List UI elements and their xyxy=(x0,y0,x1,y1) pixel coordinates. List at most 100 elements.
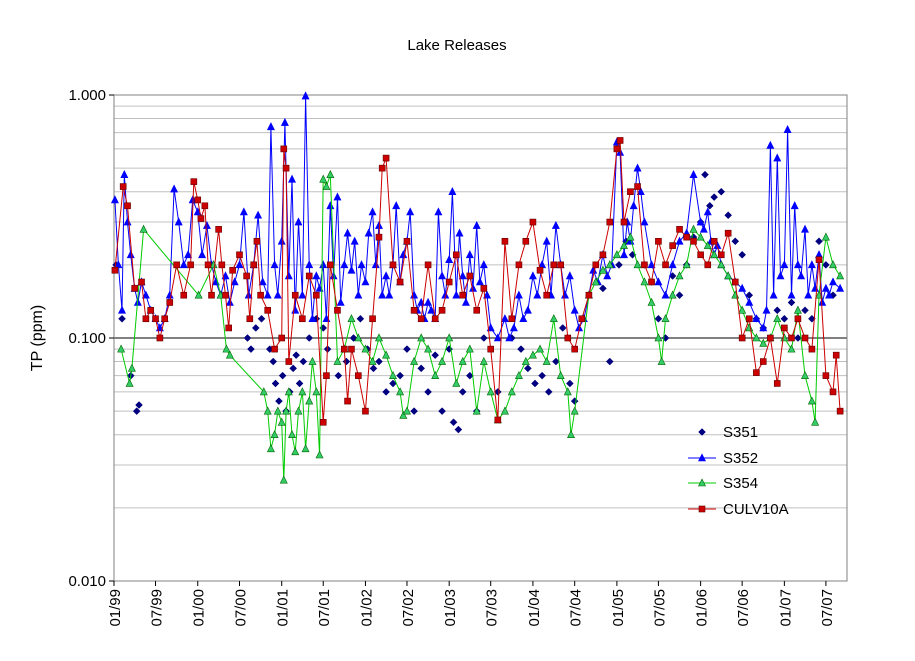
point-S351 xyxy=(654,314,663,323)
point-S354 xyxy=(277,417,286,426)
point-S352 xyxy=(343,228,352,237)
point-S351 xyxy=(369,364,378,373)
point-CULV10A xyxy=(564,334,572,342)
point-S351 xyxy=(701,170,709,179)
point-CULV10A xyxy=(445,278,453,286)
point-S354 xyxy=(458,356,467,365)
point-CULV10A xyxy=(648,278,655,286)
legend-label: S354 xyxy=(723,475,758,492)
point-S351 xyxy=(438,407,446,416)
point-S351 xyxy=(132,407,141,416)
point-S352 xyxy=(438,271,447,280)
point-S352 xyxy=(475,277,484,286)
point-S352 xyxy=(385,290,394,299)
point-S352 xyxy=(661,290,670,299)
point-CULV10A xyxy=(119,183,127,190)
point-CULV10A xyxy=(815,256,823,264)
point-S351 xyxy=(269,357,278,366)
series-S354 xyxy=(117,170,845,484)
point-CULV10A xyxy=(822,372,830,379)
point-S352 xyxy=(308,314,317,323)
point-CULV10A xyxy=(323,372,330,379)
point-S351 xyxy=(417,364,426,373)
point-S351 xyxy=(257,314,266,323)
x-tick-label: 07/99 xyxy=(149,589,166,627)
point-S354 xyxy=(689,224,698,233)
point-S354 xyxy=(361,344,370,353)
point-S351 xyxy=(794,334,802,342)
point-CULV10A xyxy=(271,345,278,353)
point-CULV10A xyxy=(536,266,544,274)
point-S352 xyxy=(783,124,792,133)
point-CULV10A xyxy=(410,307,418,314)
x-tick-label: 07/06 xyxy=(735,589,752,627)
point-S354 xyxy=(640,277,649,286)
point-S354 xyxy=(752,333,761,342)
point-S354 xyxy=(731,290,740,299)
point-S352 xyxy=(821,283,830,292)
point-S352 xyxy=(759,323,768,332)
point-S354 xyxy=(536,344,545,353)
point-S352 xyxy=(570,305,579,314)
point-S354 xyxy=(675,271,684,280)
point-CULV10A xyxy=(348,345,355,353)
point-CULV10A xyxy=(710,238,718,245)
point-S352 xyxy=(533,290,542,299)
x-tick-label: 01/03 xyxy=(442,589,459,627)
point-S351 xyxy=(342,357,351,366)
x-tick-label: 01/04 xyxy=(526,589,543,627)
legend-label: CULV10A xyxy=(723,501,789,518)
point-S351 xyxy=(558,324,567,332)
point-S354 xyxy=(308,356,317,365)
point-CULV10A xyxy=(161,315,169,323)
point-S352 xyxy=(807,260,816,269)
point-CULV10A xyxy=(236,251,243,259)
point-CULV10A xyxy=(494,416,502,424)
point-S352 xyxy=(801,224,810,233)
point-CULV10A xyxy=(794,315,802,323)
point-CULV10A xyxy=(606,218,614,226)
point-CULV10A xyxy=(669,242,676,249)
point-S352 xyxy=(165,290,174,299)
point-S351 xyxy=(271,379,280,388)
point-CULV10A xyxy=(194,196,202,204)
point-CULV10A xyxy=(375,233,383,241)
point-S354 xyxy=(273,406,282,415)
point-S352 xyxy=(486,323,495,332)
point-CULV10A xyxy=(759,358,767,365)
point-S354 xyxy=(698,478,706,487)
y-tick-label: 1.000 xyxy=(68,87,106,104)
point-S351 xyxy=(599,284,607,293)
point-CULV10A xyxy=(745,315,753,323)
point-S354 xyxy=(431,370,440,379)
point-S354 xyxy=(612,250,621,259)
point-S352 xyxy=(284,271,293,280)
point-S352 xyxy=(689,170,698,178)
point-CULV10A xyxy=(627,188,634,195)
point-CULV10A xyxy=(264,307,272,314)
point-CULV10A xyxy=(299,315,306,323)
point-S352 xyxy=(184,250,193,259)
point-S354 xyxy=(322,181,331,190)
point-S354 xyxy=(301,444,310,453)
point-S354 xyxy=(717,260,726,269)
point-S351 xyxy=(479,334,488,342)
point-S352 xyxy=(509,323,518,332)
y-tick-label: 0.010 xyxy=(68,573,106,590)
point-S352 xyxy=(280,117,289,126)
point-S354 xyxy=(127,363,136,372)
point-S352 xyxy=(263,290,272,299)
point-S351 xyxy=(538,371,546,380)
point-CULV10A xyxy=(585,291,593,299)
point-S354 xyxy=(521,356,530,365)
point-S352 xyxy=(804,290,813,299)
point-CULV10A xyxy=(662,261,669,269)
point-S352 xyxy=(364,228,373,237)
point-CULV10A xyxy=(344,397,351,405)
point-S352 xyxy=(752,314,761,323)
point-S352 xyxy=(465,250,474,259)
point-S352 xyxy=(118,305,127,314)
point-S351 xyxy=(675,291,684,300)
x-tick-label: 07/04 xyxy=(568,589,585,627)
point-S352 xyxy=(126,250,135,259)
